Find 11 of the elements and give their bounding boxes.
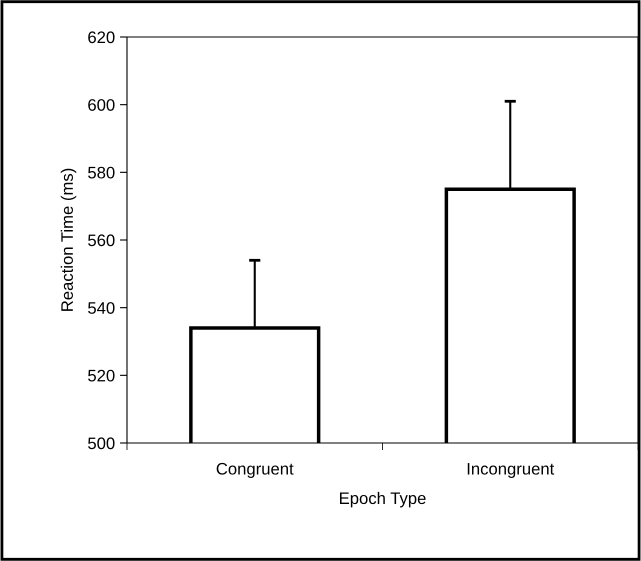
y-tick-label: 500 [88,437,115,450]
x-tick-label: Congruent [216,462,294,478]
y-tick-label: 540 [88,302,115,314]
y-tick-label: 520 [88,370,115,382]
y-axis-title: Reaction Time (ms) [60,168,76,311]
y-tick-label: 600 [88,99,115,111]
x-tick-label: Incongruent [468,463,554,478]
y-tick-label: 580 [88,166,115,179]
y-tick-label: 620 [88,31,115,44]
x-axis-title: Epoch Type [340,492,426,508]
y-tick-label: 560 [88,234,115,246]
